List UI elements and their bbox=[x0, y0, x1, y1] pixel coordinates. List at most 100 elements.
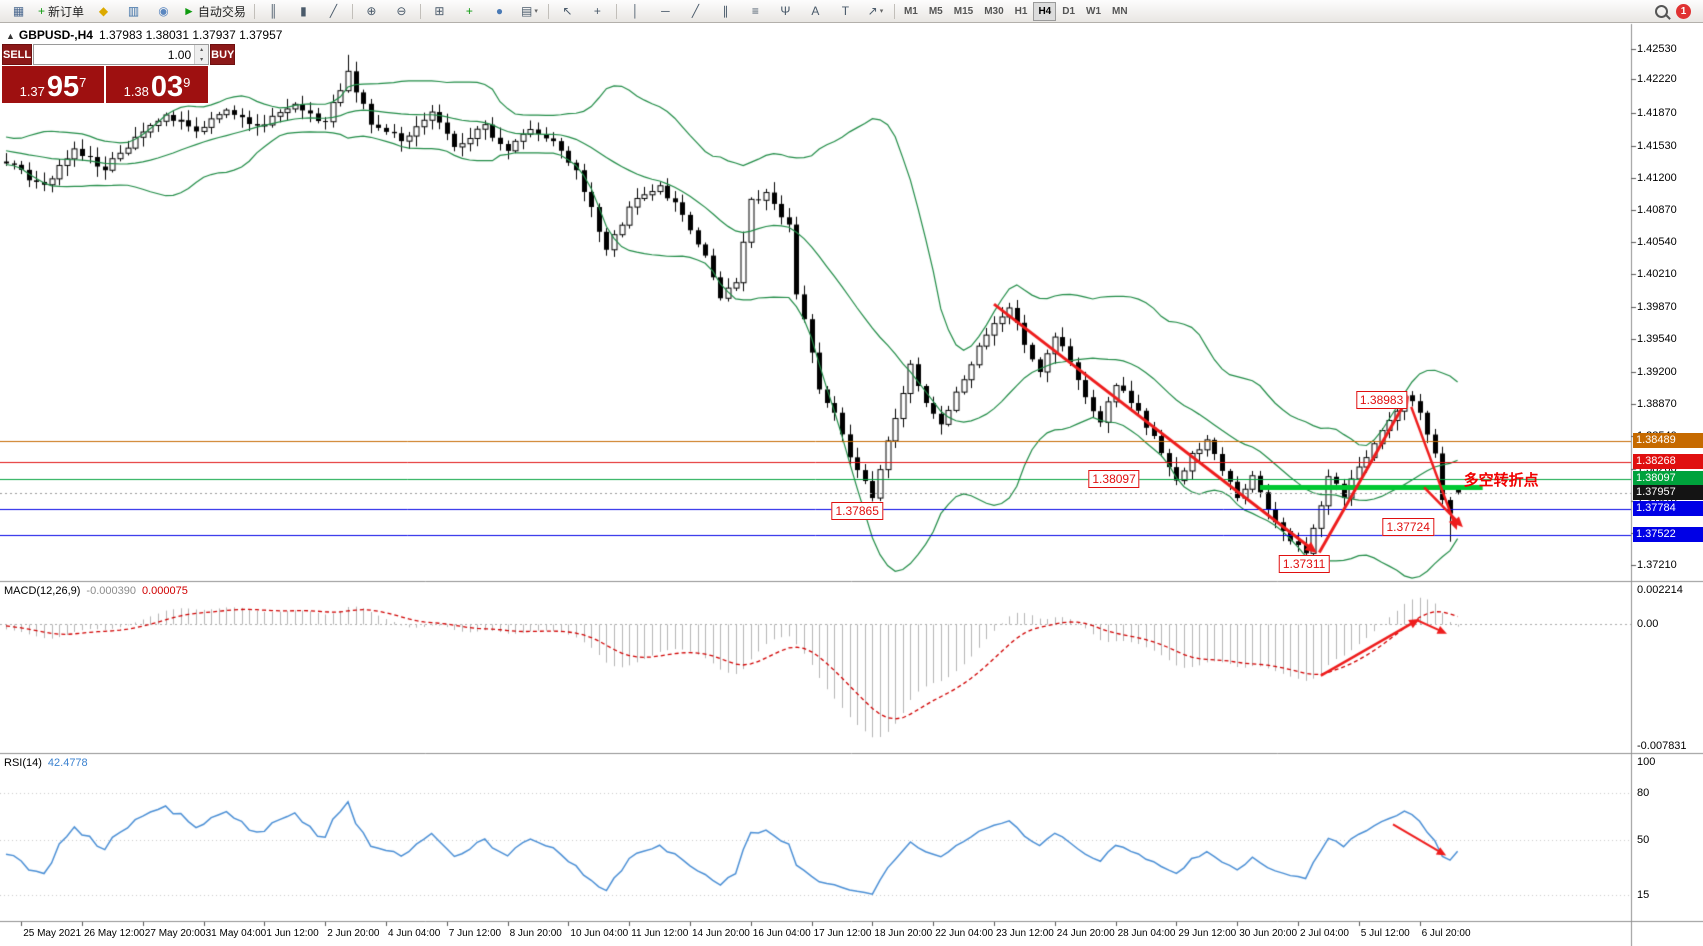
price-axis-tick: 1.39870 bbox=[1637, 301, 1677, 313]
metaeditor-icon[interactable]: ◆ bbox=[89, 1, 118, 22]
new-order-button[interactable]: + 新订单 bbox=[34, 1, 88, 22]
timeframe-h1[interactable]: H1 bbox=[1014, 5, 1028, 17]
new-order-button-glyph: + bbox=[38, 4, 46, 18]
time-axis-label: 30 Jun 20:00 bbox=[1239, 928, 1298, 939]
hline-price-flag: 1.37784 bbox=[1633, 501, 1703, 517]
candle-chart-icon[interactable]: ▮ bbox=[289, 1, 318, 22]
pitchfork-icon[interactable]: Ψ bbox=[771, 1, 800, 22]
time-axis-label: 6 Jul 20:00 bbox=[1421, 928, 1471, 939]
autotrading-button[interactable]: ► 自动交易 bbox=[179, 1, 250, 22]
current-price-flag: 1.37957 bbox=[1633, 484, 1703, 500]
bid-sup: 7 bbox=[79, 75, 87, 90]
timeframe-m5[interactable]: M5 bbox=[928, 5, 943, 17]
rsi-name: RSI(14) bbox=[4, 757, 42, 769]
chart-window-icon[interactable]: ▦ bbox=[4, 1, 33, 22]
timeframe-m15[interactable]: M15 bbox=[953, 5, 974, 17]
notification-badge[interactable]: 1 bbox=[1676, 3, 1691, 19]
ask-price[interactable]: 1.38 03 9 bbox=[106, 66, 208, 103]
ask-sup: 9 bbox=[183, 75, 191, 90]
time-axis-label: 28 Jun 04:00 bbox=[1117, 928, 1176, 939]
volume-up-icon[interactable]: ▴ bbox=[195, 45, 209, 55]
label-icon[interactable]: T bbox=[831, 1, 860, 22]
timeframe-m1[interactable]: M1 bbox=[903, 5, 918, 17]
templates-icon[interactable]: ▤ ▾ bbox=[515, 1, 544, 22]
hline-price-flag: 1.37522 bbox=[1633, 526, 1703, 542]
vertical-line-icon[interactable]: │ bbox=[621, 1, 650, 22]
time-axis-label: 18 Jun 20:00 bbox=[874, 928, 933, 939]
timeframe-m30[interactable]: M30 bbox=[984, 5, 1004, 17]
text-icon[interactable]: A bbox=[801, 1, 830, 22]
indicators-icon[interactable]: + bbox=[455, 1, 484, 22]
price-axis-tick: 1.42530 bbox=[1637, 43, 1677, 55]
templates-icon-dropdown[interactable]: ▾ bbox=[534, 8, 538, 15]
time-axis-label: 14 Jun 20:00 bbox=[692, 928, 750, 939]
buy-button[interactable]: BUY bbox=[210, 44, 236, 65]
cursor-icon[interactable]: ↖ bbox=[553, 1, 582, 22]
navigator-icon-glyph: ◉ bbox=[158, 4, 169, 18]
zoom-out-icon[interactable]: ⊖ bbox=[387, 1, 416, 22]
cycles-icon[interactable]: ● bbox=[485, 1, 514, 22]
channel-icon-glyph: ∥ bbox=[722, 4, 729, 18]
line-chart-icon[interactable]: ╱ bbox=[319, 1, 348, 22]
crosshair-icon-glyph: + bbox=[593, 4, 601, 18]
time-axis-label: 25 May 2021 bbox=[23, 928, 82, 939]
time-axis-label: 24 Jun 20:00 bbox=[1056, 928, 1115, 939]
arrows-icon[interactable]: ↗ ▾ bbox=[861, 1, 890, 22]
time-axis-label: 1 Jun 12:00 bbox=[266, 928, 319, 939]
horizontal-line-icon[interactable]: ─ bbox=[651, 1, 680, 22]
arrows-icon-glyph: ↗ bbox=[867, 4, 878, 18]
crosshair-icon[interactable]: + bbox=[583, 1, 612, 22]
time-axis-label: 2 Jun 20:00 bbox=[327, 928, 380, 939]
price-axis-tick: 1.38870 bbox=[1637, 397, 1677, 410]
market-watch-icon[interactable]: ▥ bbox=[119, 1, 148, 22]
pitchfork-icon-glyph: Ψ bbox=[780, 4, 791, 18]
timeframe-d1[interactable]: D1 bbox=[1062, 5, 1076, 17]
time-axis-label: 16 Jun 04:00 bbox=[752, 928, 811, 939]
macd-main-value: -0.000390 bbox=[86, 585, 136, 597]
toolbar-items: ▦ + 新订单 ◆ ▥ ◉ ► 自动交易 ║ ▮ ╱ ⊕ ⊖ ⊞ + ● ▤ ▾ ↖ + │ ─ ╱ ∥ ≡ Ψ A T ↗ ▾ M1 M5 M… bbox=[4, 1, 1133, 22]
price-axis-tick: 1.42220 bbox=[1637, 73, 1677, 86]
time-axis-label: 7 Jun 12:00 bbox=[448, 928, 502, 939]
fibonacci-icon-glyph: ≡ bbox=[751, 4, 759, 18]
price-axis-tick: 1.40210 bbox=[1637, 268, 1677, 281]
bar-chart-icon-glyph: ║ bbox=[269, 4, 278, 18]
label-icon-glyph: T bbox=[841, 4, 850, 18]
arrows-icon-dropdown[interactable]: ▾ bbox=[879, 8, 884, 15]
toolbar-separator bbox=[893, 3, 895, 19]
sell-button[interactable]: SELL bbox=[2, 44, 33, 65]
ask-big: 03 bbox=[150, 71, 184, 103]
macd-name: MACD(12,26,9) bbox=[4, 585, 81, 597]
trendline-icon[interactable]: ╱ bbox=[681, 1, 710, 22]
zoom-in-icon-glyph: ⊕ bbox=[366, 4, 377, 18]
one-click-trading-panel: SELL ▴ ▾ BUY 1.37 95 7 1.38 03 9 bbox=[2, 44, 236, 103]
hline-price-flag: 1.38097 bbox=[1633, 470, 1703, 486]
tile-windows-icon[interactable]: ⊞ bbox=[425, 1, 454, 22]
timeframe-w1[interactable]: W1 bbox=[1086, 5, 1102, 17]
timeframe-mn[interactable]: MN bbox=[1112, 5, 1128, 17]
bid-prefix: 1.37 bbox=[19, 84, 45, 99]
one-click-toggle-icon[interactable]: ▲ bbox=[6, 31, 15, 41]
bid-price[interactable]: 1.37 95 7 bbox=[2, 66, 104, 103]
timeframe-h4[interactable]: H4 bbox=[1033, 1, 1057, 21]
price-axis-tick: 1.39200 bbox=[1637, 365, 1677, 378]
rsi-scale-tick: 15 bbox=[1637, 888, 1650, 901]
bar-chart-icon[interactable]: ║ bbox=[259, 1, 288, 22]
volume-input[interactable] bbox=[34, 45, 195, 64]
price-axis-tick: 1.40870 bbox=[1637, 204, 1677, 216]
fibonacci-icon[interactable]: ≡ bbox=[741, 1, 770, 22]
channel-icon[interactable]: ∥ bbox=[711, 1, 740, 22]
price-axis-tick: 1.40540 bbox=[1637, 236, 1677, 248]
navigator-icon[interactable]: ◉ bbox=[149, 1, 178, 22]
volume-down-icon[interactable]: ▾ bbox=[195, 54, 209, 64]
toolbar-separator bbox=[615, 3, 617, 19]
hline-price-flag: 1.38489 bbox=[1633, 432, 1703, 448]
search-icon[interactable] bbox=[1655, 4, 1668, 18]
time-axis-label: 17 Jun 12:00 bbox=[813, 928, 872, 939]
zoom-in-icon[interactable]: ⊕ bbox=[357, 1, 386, 22]
macd-scale-tick: -0.007831 bbox=[1637, 740, 1687, 752]
time-axis-label: 10 Jun 04:00 bbox=[570, 928, 629, 939]
time-axis-label: 11 Jun 12:00 bbox=[631, 928, 689, 939]
price-annotation-label: 1.38097 bbox=[1088, 469, 1140, 488]
main-toolbar: ▦ + 新订单 ◆ ▥ ◉ ► 自动交易 ║ ▮ ╱ ⊕ ⊖ ⊞ + ● ▤ ▾ ↖ + │ ─ ╱ ∥ ≡ Ψ A T ↗ ▾ M1 M5 M… bbox=[0, 0, 1703, 23]
